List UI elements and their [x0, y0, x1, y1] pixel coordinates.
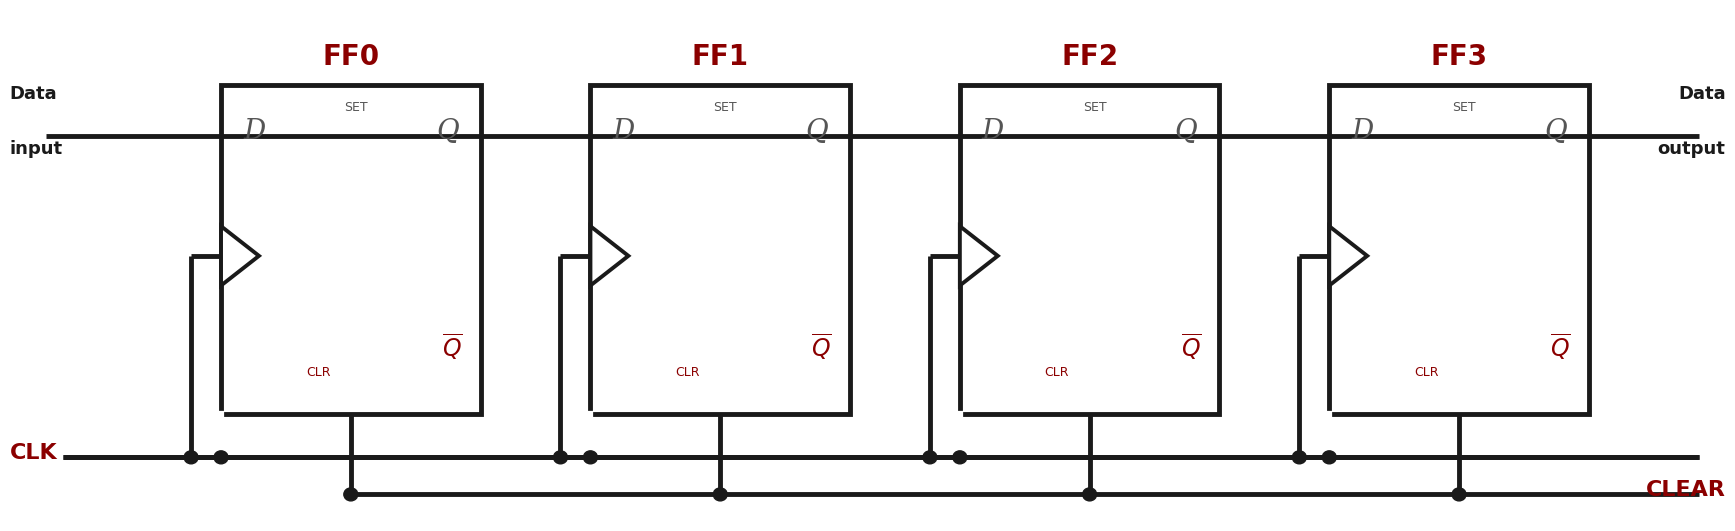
Text: FF0: FF0	[323, 43, 380, 71]
Text: CLR: CLR	[1044, 365, 1069, 379]
Circle shape	[1322, 451, 1336, 464]
Text: $\overline{Q}$: $\overline{Q}$	[442, 333, 463, 363]
Text: Q: Q	[1175, 118, 1197, 144]
Text: SET: SET	[344, 101, 368, 115]
Circle shape	[553, 451, 567, 464]
Text: D: D	[1352, 118, 1374, 144]
Text: SET: SET	[713, 101, 737, 115]
Circle shape	[1452, 488, 1466, 501]
Text: D: D	[982, 118, 1005, 144]
Text: $\overline{Q}$: $\overline{Q}$	[1182, 333, 1201, 363]
Text: CLEAR: CLEAR	[1647, 480, 1726, 500]
Circle shape	[713, 488, 727, 501]
Circle shape	[953, 451, 966, 464]
Polygon shape	[590, 226, 628, 286]
Text: Q: Q	[1544, 118, 1567, 144]
Polygon shape	[1329, 226, 1367, 286]
Text: Data: Data	[1678, 85, 1726, 104]
Circle shape	[1083, 488, 1097, 501]
Text: output: output	[1657, 140, 1726, 158]
Bar	[220, 85, 481, 414]
Text: $\overline{Q}$: $\overline{Q}$	[1551, 333, 1570, 363]
Text: CLR: CLR	[1414, 365, 1438, 379]
Bar	[590, 85, 850, 414]
Polygon shape	[220, 226, 259, 286]
Text: D: D	[243, 118, 265, 144]
Circle shape	[923, 451, 937, 464]
Bar	[1329, 85, 1589, 414]
Text: SET: SET	[1452, 101, 1476, 115]
Text: CLR: CLR	[675, 365, 699, 379]
Circle shape	[344, 488, 357, 501]
Text: FF3: FF3	[1430, 43, 1487, 71]
Text: FF2: FF2	[1062, 43, 1117, 71]
Text: input: input	[9, 140, 62, 158]
Text: CLR: CLR	[305, 365, 330, 379]
Polygon shape	[959, 226, 998, 286]
Text: CLK: CLK	[9, 443, 57, 463]
Text: SET: SET	[1083, 101, 1107, 115]
Circle shape	[184, 451, 198, 464]
Text: $\overline{Q}$: $\overline{Q}$	[812, 333, 833, 363]
Circle shape	[583, 451, 597, 464]
Text: Q: Q	[805, 118, 828, 144]
Text: Data: Data	[9, 85, 57, 104]
Bar	[959, 85, 1220, 414]
Text: Q: Q	[435, 118, 458, 144]
Circle shape	[1293, 451, 1306, 464]
Text: FF1: FF1	[692, 43, 750, 71]
Text: D: D	[612, 118, 635, 144]
Circle shape	[213, 451, 227, 464]
